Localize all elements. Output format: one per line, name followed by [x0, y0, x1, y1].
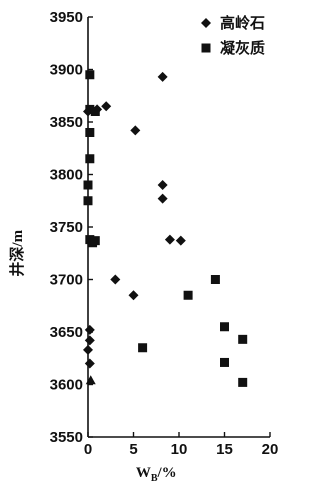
diamond-point: [157, 193, 168, 204]
x-axis-title-unit: /%: [157, 465, 177, 481]
diamond-point: [175, 235, 186, 246]
square-point: [83, 180, 93, 190]
x-axis-title-main: W: [136, 465, 151, 481]
axis-titles: 井深/m WB/%: [8, 229, 177, 483]
x-tick-label: 20: [262, 441, 279, 458]
diamond-point: [83, 344, 93, 355]
diamond-point: [84, 324, 95, 335]
y-tick-label: 3750: [50, 219, 83, 236]
y-tick-label: 3950: [50, 9, 83, 26]
axis-ticks: 3550 3600 3650 3700 3750 3800 3850 3900 3950 0 5 10…: [50, 9, 279, 458]
square-point: [210, 275, 220, 284]
square-point: [85, 104, 95, 114]
diamond-point: [157, 71, 168, 82]
square-point: [90, 107, 100, 116]
y-tick-label: 3550: [50, 429, 83, 446]
square-point: [238, 334, 248, 344]
legend-label: 凝灰质: [220, 39, 265, 57]
y-tick-label: 3650: [50, 324, 83, 341]
square-point: [183, 290, 193, 300]
square-point: [83, 196, 93, 206]
square-point: [138, 343, 148, 353]
diamond-point: [164, 234, 175, 245]
diamond-point: [157, 180, 168, 190]
legend-label: 高岭石: [220, 14, 265, 32]
x-axis-title: WB/%: [136, 465, 177, 483]
diamond-point: [130, 125, 141, 136]
data-markers: [83, 70, 248, 387]
square-point: [85, 154, 95, 164]
square-point: [238, 377, 248, 387]
triangle-point: [85, 375, 96, 385]
square-point: [85, 70, 95, 80]
y-axis-title: 井深/m: [8, 229, 26, 276]
x-tick-label: 15: [216, 441, 233, 458]
legend-square-marker: [201, 43, 211, 53]
square-point: [85, 128, 95, 137]
y-tick-label: 3900: [50, 62, 83, 79]
plot-area: [87, 17, 270, 438]
y-tick-label: 3850: [50, 114, 83, 131]
diamond-point: [84, 358, 95, 369]
square-point: [220, 357, 229, 367]
legend-diamond-marker: [201, 18, 211, 28]
square-point: [90, 236, 100, 246]
diamond-point: [110, 274, 121, 285]
x-tick-label: 0: [84, 441, 92, 458]
x-tick-label: 5: [129, 441, 137, 458]
y-tick-label: 3800: [50, 167, 83, 184]
diamond-point: [101, 101, 112, 112]
diamond-point: [128, 290, 139, 301]
square-point: [220, 322, 229, 332]
x-axis-title-subscript: B: [151, 473, 158, 483]
y-tick-label: 3600: [50, 377, 83, 394]
y-tick-label: 3700: [50, 272, 83, 289]
diamond-point: [84, 335, 95, 346]
x-tick-label: 10: [171, 441, 188, 458]
